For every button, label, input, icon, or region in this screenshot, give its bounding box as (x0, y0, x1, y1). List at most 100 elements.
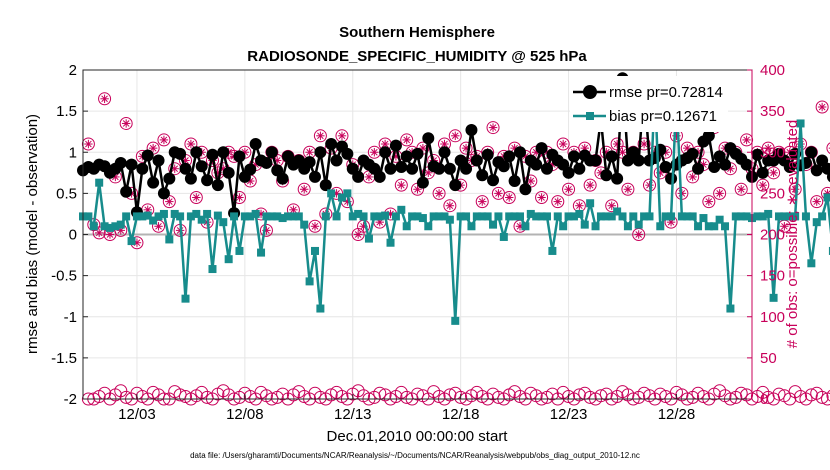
bias-point (278, 214, 287, 223)
obs-evaluated-point (756, 178, 770, 192)
bias-point (375, 212, 384, 221)
y-right-tick-label: 150 (760, 268, 785, 285)
obs-evaluated-point (826, 142, 830, 154)
bias-point (596, 212, 605, 221)
bias-point (165, 235, 174, 244)
bias-point (542, 212, 551, 221)
bias-point (704, 222, 713, 231)
bias-point (100, 222, 109, 231)
obs-evaluated-point (486, 121, 500, 135)
rmse-point (244, 163, 257, 176)
y-right-tick-label: 300 (760, 144, 785, 161)
legend-bias-marker (586, 112, 594, 120)
bias-point (127, 237, 136, 246)
bias-point (170, 209, 179, 218)
obs-possible-point (491, 390, 505, 404)
rmse-point (756, 166, 769, 179)
bias-point (478, 212, 487, 221)
bias-point (677, 212, 686, 221)
legend-rmse-marker (583, 85, 597, 99)
bias-point (499, 232, 508, 241)
bias-point (197, 215, 206, 224)
rmse-point (195, 160, 208, 173)
rmse-point (411, 147, 424, 160)
bias-point (343, 189, 352, 198)
bias-point (159, 209, 168, 218)
obs-possible-point (583, 390, 597, 404)
obs-possible-point (545, 387, 559, 401)
legend: rmse pr=0.72814 bias pr=0.12671 (570, 76, 728, 132)
bias-point (818, 212, 827, 221)
y-right-axis-label: # of obs: o=possible; ∗=evaluated (784, 120, 801, 349)
rmse-point (659, 161, 672, 174)
bias-point (661, 212, 670, 221)
obs-possible-point (572, 388, 586, 402)
obs-evaluated-point (740, 133, 754, 147)
bias-point (537, 212, 546, 221)
bias-point (812, 218, 821, 227)
obs-possible-point (443, 388, 457, 402)
rmse-point (605, 150, 618, 163)
obs-possible-point (610, 390, 624, 404)
x-tick-label: 12/08 (226, 406, 264, 423)
rmse-point (810, 164, 823, 177)
y-tick-label: 0.5 (56, 185, 77, 202)
bias-point (213, 211, 222, 220)
rmse-point (211, 179, 224, 192)
bias-point (337, 193, 346, 202)
obs-evaluated-point (621, 182, 635, 196)
x-tick-label: 12/23 (550, 406, 588, 423)
obs-possible-point (427, 385, 441, 399)
rmse-point (384, 162, 397, 175)
bias-point (230, 212, 239, 221)
bias-point (310, 246, 319, 255)
rmse-point (325, 138, 338, 151)
rmse-point (692, 162, 705, 175)
y-tick-label: 2 (69, 62, 77, 79)
x-tick-label: 12/03 (118, 406, 156, 423)
y-tick-label: -1.5 (51, 350, 77, 367)
bias-point (418, 214, 427, 223)
y-right-tick-label: 50 (760, 350, 777, 367)
bias-point (564, 212, 573, 221)
bias-point (456, 212, 465, 221)
bias-point (715, 215, 724, 224)
bias-point (548, 246, 557, 255)
bias-point (623, 222, 632, 231)
bias-point (489, 220, 498, 229)
rmse-point (481, 148, 494, 161)
rmse-point (206, 148, 219, 161)
obs-evaluated-point (98, 92, 112, 106)
obs-evaluated-point (562, 182, 576, 196)
rmse-point (308, 170, 321, 183)
obs-evaluated-point (637, 137, 651, 151)
rmse-point (503, 150, 516, 163)
obs-evaluated-point (232, 190, 246, 204)
rmse-point (449, 179, 462, 192)
legend-rmse-label: rmse pr=0.72814 (609, 84, 723, 101)
bias-point (246, 212, 255, 221)
bias-point (332, 212, 341, 221)
obs-evaluated-point (734, 182, 748, 196)
bias-point (359, 212, 368, 221)
bias-point (526, 209, 535, 218)
y-tick-label: -2 (64, 391, 77, 408)
bias-point (580, 220, 589, 229)
bias-point (294, 212, 303, 221)
rmse-point (217, 146, 230, 159)
obs-possible-point (815, 390, 829, 404)
rmse-point (406, 162, 419, 175)
bias-point (262, 212, 271, 221)
obs-evaluated-point (308, 219, 322, 233)
obs-evaluated-point (810, 195, 824, 209)
data-file-footer: data file: /Users/gharamti/Documents/NCA… (190, 451, 640, 460)
bias-point (132, 212, 141, 221)
obs-evaluated-point (119, 116, 133, 130)
rmse-point (233, 150, 246, 163)
bias-point (105, 223, 114, 232)
bias-point (397, 205, 406, 214)
obs-evaluated-point (632, 228, 646, 241)
chart-subtitle: RADIOSONDE_SPECIFIC_HUMIDITY @ 525 hPa (247, 48, 587, 65)
bias-point (240, 212, 249, 221)
rmse-point (751, 148, 764, 161)
